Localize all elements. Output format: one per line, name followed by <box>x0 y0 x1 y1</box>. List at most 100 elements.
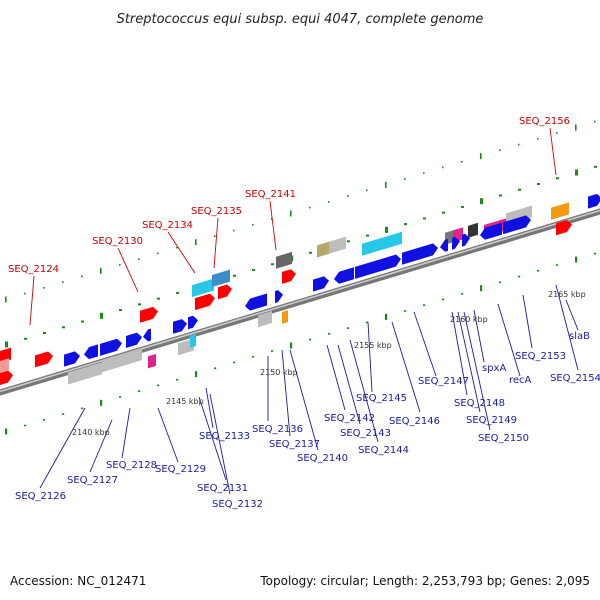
connector-line <box>565 299 579 331</box>
ring-dot <box>43 332 46 335</box>
gene-feature <box>334 267 354 284</box>
ring-dot <box>5 296 7 303</box>
gene-feature <box>245 293 267 311</box>
feature-label[interactable]: slaB <box>569 331 590 342</box>
feature-label[interactable]: SEQ_2129 <box>155 464 206 475</box>
ring-dot <box>461 292 464 295</box>
feature-label[interactable]: SEQ_2142 <box>324 413 375 424</box>
ring-dot <box>385 313 388 320</box>
ring-dot <box>404 223 407 226</box>
connector-line <box>89 419 113 473</box>
ring-dot <box>62 413 65 415</box>
feature-label[interactable]: SEQ_2144 <box>358 445 409 456</box>
ring-dot <box>100 312 103 319</box>
connector-line <box>289 349 319 451</box>
ring-dot <box>537 183 540 186</box>
connector-line <box>555 284 579 371</box>
feature-label[interactable]: SEQ_2156 <box>519 116 570 127</box>
gene-feature <box>402 243 438 265</box>
feature-label[interactable]: SEQ_2130 <box>92 236 143 247</box>
topology-text: Topology: circular; Length: 2,253,793 bp… <box>260 574 590 588</box>
feature-label[interactable]: SEQ_2136 <box>252 424 303 435</box>
feature-label[interactable]: SEQ_2127 <box>67 475 118 486</box>
connector-line <box>117 247 139 293</box>
ring-dot <box>214 367 217 370</box>
ring-dot <box>195 371 198 378</box>
gene-feature <box>551 202 569 220</box>
ring-dot <box>423 172 425 174</box>
connector-line <box>473 309 485 363</box>
feature-label[interactable]: spxA <box>482 363 506 374</box>
ring-dot <box>157 252 159 255</box>
feature-label[interactable]: SEQ_2134 <box>142 220 193 231</box>
feature-label[interactable]: SEQ_2124 <box>8 264 59 275</box>
ring-dot <box>556 177 559 180</box>
ring-dot <box>366 321 369 324</box>
ring-dot <box>518 275 521 278</box>
feature-label[interactable]: SEQ_2133 <box>199 431 250 442</box>
feature-label[interactable]: SEQ_2153 <box>515 351 566 362</box>
ring-dot <box>575 169 578 176</box>
gene-feature <box>556 219 572 236</box>
gene-feature <box>188 315 198 330</box>
feature-label[interactable]: recA <box>509 375 532 386</box>
feature-label[interactable]: SEQ_2154 <box>550 373 600 384</box>
feature-label[interactable]: SEQ_2140 <box>297 453 348 464</box>
feature-label[interactable]: SEQ_2148 <box>454 398 505 409</box>
feature-label[interactable]: SEQ_2146 <box>389 416 440 427</box>
feature-label[interactable]: SEQ_2147 <box>418 376 469 387</box>
gene-feature <box>148 353 156 369</box>
feature-track <box>0 193 600 385</box>
gene-feature <box>276 251 292 269</box>
ring-dot <box>461 205 464 208</box>
ring-dot <box>271 263 274 266</box>
connector-line <box>157 407 179 463</box>
gene-feature <box>440 238 448 252</box>
connector-line <box>29 275 35 326</box>
ring-dot <box>100 267 102 274</box>
gene-feature <box>0 370 13 385</box>
feature-label[interactable]: SEQ_2131 <box>197 483 248 494</box>
ring-dot <box>62 326 65 329</box>
gene-feature <box>100 338 122 356</box>
ring-dot <box>328 201 330 203</box>
feature-label[interactable]: SEQ_2145 <box>356 393 407 404</box>
ring-dot <box>176 246 178 249</box>
ring-dot <box>138 258 140 260</box>
ring-dot <box>499 194 502 197</box>
scale-tick-label: 2145 kbp <box>166 397 204 406</box>
feature-label[interactable]: SEQ_2135 <box>191 206 242 217</box>
feature-label[interactable]: SEQ_2128 <box>106 460 157 471</box>
gene-feature <box>588 193 600 209</box>
connector-line <box>281 349 291 437</box>
feature-label[interactable]: SEQ_2132 <box>212 499 263 510</box>
connector-line <box>121 407 131 459</box>
gene-feature <box>35 351 53 368</box>
ring-dot <box>24 292 26 295</box>
feature-label[interactable]: SEQ_2141 <box>245 189 296 200</box>
ring-dot <box>233 274 236 277</box>
ring-dot <box>309 338 312 341</box>
ring-dot <box>309 206 311 209</box>
gene-feature <box>258 310 272 328</box>
feature-label[interactable]: SEQ_2137 <box>269 439 320 450</box>
feature-label[interactable]: SEQ_2150 <box>478 433 529 444</box>
connector-line <box>367 321 373 393</box>
ring-dot <box>347 240 350 243</box>
gene-feature <box>275 290 283 304</box>
gene-feature <box>317 241 329 258</box>
feature-label[interactable]: SEQ_2143 <box>340 428 391 439</box>
ring-dot <box>556 132 558 134</box>
ring-dot <box>442 166 444 169</box>
gene-feature <box>355 254 401 279</box>
feature-label[interactable]: SEQ_2126 <box>15 491 66 502</box>
ring-dot <box>575 124 577 131</box>
gene-feature <box>282 310 288 324</box>
ring-dot <box>214 235 216 238</box>
genome-axis-highlight <box>0 209 600 393</box>
ring-dot <box>499 281 502 284</box>
gene-feature <box>143 328 151 342</box>
feature-label[interactable]: SEQ_2149 <box>466 415 517 426</box>
ring-dot <box>81 275 83 278</box>
